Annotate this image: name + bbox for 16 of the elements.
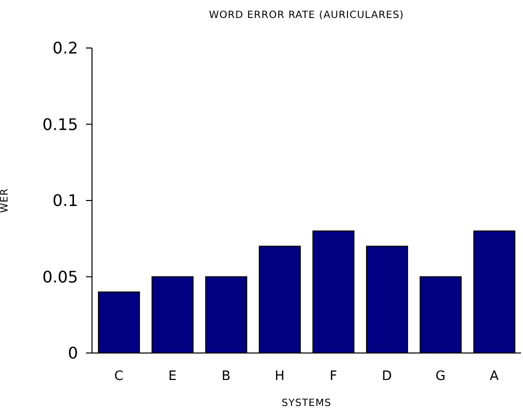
- y-tick-label: 0.15: [42, 114, 78, 134]
- x-tick-label: E: [168, 369, 177, 384]
- x-tick-label: A: [490, 369, 499, 384]
- x-tick-label: B: [222, 369, 231, 384]
- y-tick-label: 0.2: [52, 38, 78, 58]
- y-axis-title: WER: [0, 188, 11, 213]
- x-tick-label: F: [330, 369, 338, 384]
- x-tick-label: D: [382, 369, 392, 384]
- chart-title: WORD ERROR RATE (AURICULARES): [208, 10, 405, 21]
- y-tick-label: 0.1: [52, 191, 78, 210]
- y-tick-label: 0: [68, 344, 78, 363]
- y-tick-label: 0.05: [42, 267, 78, 286]
- x-tick-label: C: [114, 369, 124, 384]
- x-axis-title: SYSTEMS: [282, 398, 332, 408]
- x-tick-label: G: [436, 369, 446, 384]
- x-tick-label: H: [274, 369, 285, 384]
